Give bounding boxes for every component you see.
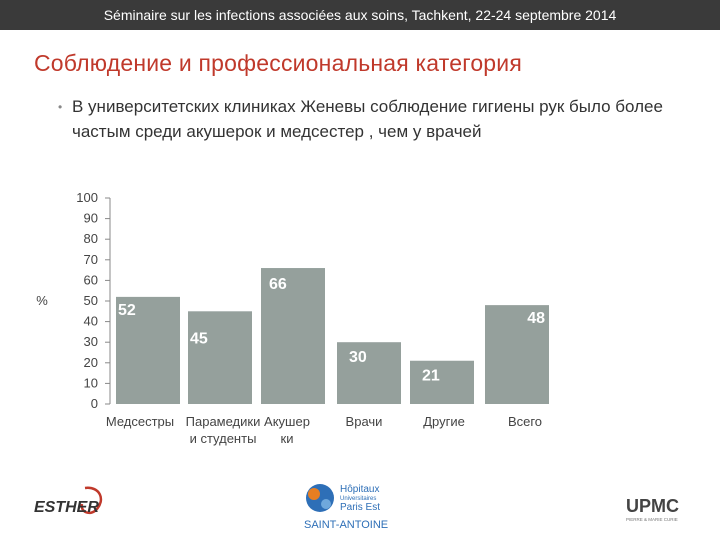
data-label: 21 xyxy=(422,368,440,385)
y-tick-label: 0 xyxy=(91,396,98,411)
data-label: 45 xyxy=(190,330,208,347)
y-tick-label: 60 xyxy=(84,272,98,287)
x-category-label: Другие xyxy=(423,414,465,429)
bullet-text: В университетских клиниках Женевы соблюд… xyxy=(72,97,663,141)
x-category-label: Парамедики xyxy=(186,414,261,429)
data-label: 30 xyxy=(349,349,367,366)
y-tick-label: 50 xyxy=(84,293,98,308)
bar xyxy=(337,342,401,404)
y-tick-label: 100 xyxy=(76,190,98,205)
bar xyxy=(410,360,474,404)
x-category-label: и студенты xyxy=(190,431,257,446)
svg-text:SAINT-ANTOINE: SAINT-ANTOINE xyxy=(304,519,388,531)
y-tick-label: 20 xyxy=(84,355,98,370)
y-axis-label: % xyxy=(36,293,48,308)
x-category-label: Акушер xyxy=(264,414,310,429)
data-label: 52 xyxy=(118,302,136,319)
conference-header: Séminaire sur les infections associées a… xyxy=(0,0,720,30)
y-tick-label: 70 xyxy=(84,252,98,267)
x-category-label: Медсестры xyxy=(106,414,174,429)
svg-text:Universitaires: Universitaires xyxy=(340,496,376,502)
esther-logo: ESTHER xyxy=(34,486,103,516)
bar xyxy=(116,296,180,404)
x-category-label: ки xyxy=(281,431,294,446)
bar xyxy=(485,305,549,404)
svg-text:Paris Est: Paris Est xyxy=(340,502,380,513)
x-category-label: Всего xyxy=(508,414,542,429)
svg-text:UPMC: UPMC xyxy=(626,496,679,516)
bar xyxy=(261,268,325,404)
svg-text:Hôpitaux: Hôpitaux xyxy=(340,484,379,495)
bullet-icon: • xyxy=(58,100,63,114)
slide-title: Соблюдение и профессиональная категория xyxy=(34,50,523,76)
x-category-label: Врачи xyxy=(346,414,383,429)
bar xyxy=(188,311,252,404)
svg-text:PIERRE & MARIE CURIE: PIERRE & MARIE CURIE xyxy=(626,517,678,522)
y-tick-label: 80 xyxy=(84,231,98,246)
esther-logo-text: ESTHER xyxy=(34,499,99,516)
data-label: 66 xyxy=(269,276,287,293)
y-tick-label: 30 xyxy=(84,334,98,349)
y-tick-label: 90 xyxy=(84,211,98,226)
upmc-logo: UPMC PIERRE & MARIE CURIE xyxy=(626,496,679,522)
y-tick-label: 40 xyxy=(84,314,98,329)
data-label: 48 xyxy=(527,310,545,327)
hopitaux-logo: Hôpitaux Universitaires Paris Est SAINT-… xyxy=(304,484,388,531)
y-tick-label: 10 xyxy=(84,375,98,390)
